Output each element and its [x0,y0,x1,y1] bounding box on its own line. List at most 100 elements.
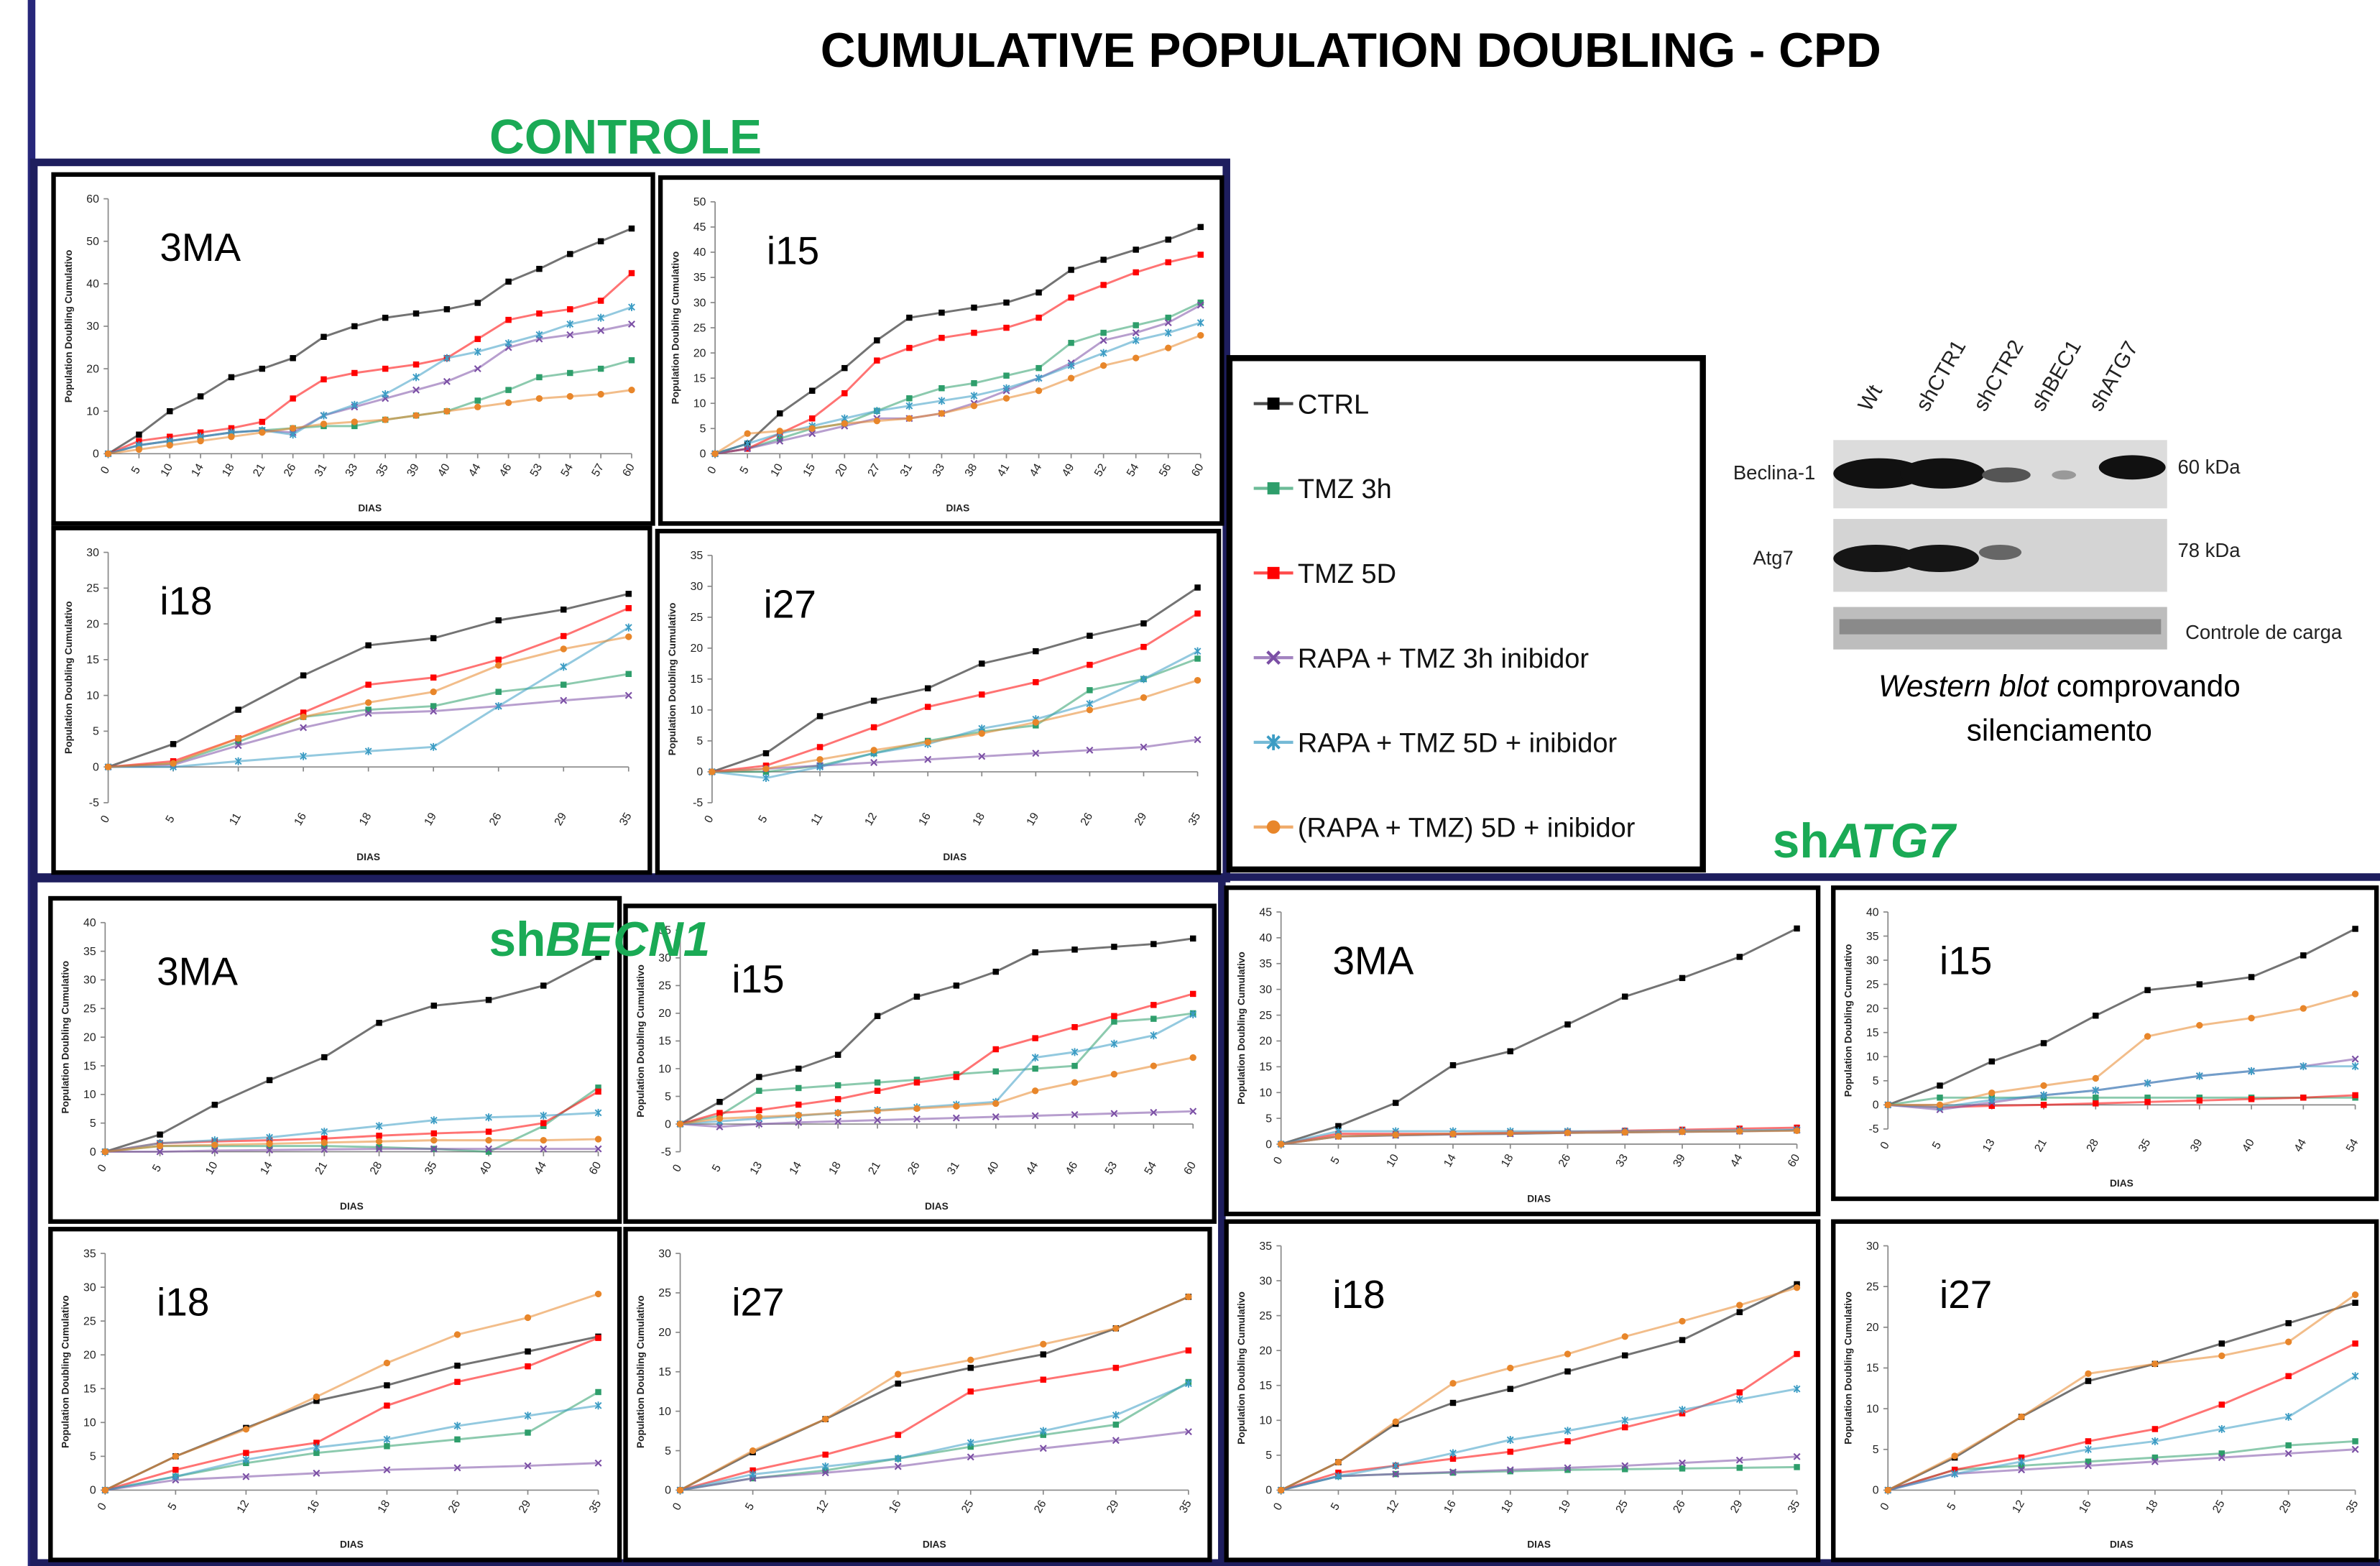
marker [525,1363,530,1369]
marker [1071,946,1077,952]
chart: 05101520253035051216181925262935Populati… [1227,1222,1818,1560]
y-tick-label: 5 [1265,1450,1272,1462]
marker [1036,290,1041,295]
marker [598,366,604,372]
marker [320,420,327,427]
marker [1679,1318,1685,1325]
y-tick-label: 30 [691,581,704,593]
marker [525,1314,531,1321]
chart-panel [626,906,1214,1222]
y-tick-label: 25 [86,583,99,595]
marker [567,393,573,400]
marker [716,1099,722,1105]
marker [290,355,295,361]
marker [1885,1102,1891,1108]
marker [454,1437,460,1442]
blot-caption: Western blot comprovando [1878,669,2241,703]
marker [505,387,511,392]
marker [993,1046,999,1052]
blot-band [1982,467,2031,482]
y-tick-label: 25 [1866,1281,1879,1293]
y-tick-label: 30 [86,321,99,333]
section-gene: ATG7 [1828,814,1958,868]
marker [2352,1092,2358,1098]
marker [756,1107,762,1113]
marker [716,1110,722,1115]
marker [595,1389,601,1395]
marker [1278,1487,1284,1493]
marker [1197,332,1204,338]
marker [536,266,542,272]
y-tick-label: 10 [1259,1415,1272,1427]
marker [430,688,437,695]
marker [384,1360,390,1366]
y-tick-label: 35 [83,1248,96,1260]
marker [167,442,173,448]
marker [1794,1464,1799,1470]
marker [914,1079,920,1085]
y-tick-label: 15 [1259,1061,1272,1074]
marker [1449,1380,1456,1386]
marker [2219,1401,2225,1407]
marker [2285,1442,2291,1448]
y-tick-label: 10 [1259,1087,1272,1100]
chart-panel [1833,1222,2376,1560]
y-tick-label: 25 [83,1315,96,1327]
marker [365,699,372,706]
marker [300,714,306,720]
marker [716,1115,723,1122]
marker [835,1051,841,1057]
marker [1032,1035,1038,1041]
y-tick-label: 5 [90,1118,96,1130]
marker [540,1120,546,1126]
y-tick-label: 30 [1259,1275,1272,1287]
blot-row-label: Atg7 [1753,546,1793,568]
marker [321,1054,327,1060]
marker [598,298,604,303]
marker [475,300,481,305]
y-tick-label: 10 [691,704,704,717]
marker [321,1139,328,1146]
marker [384,1382,389,1388]
marker [536,374,542,380]
marker [1794,1351,1799,1357]
marker [1113,1422,1119,1427]
section-label: shATG7 [1773,814,1957,868]
marker [1679,975,1685,981]
y-tick-label: 60 [86,193,99,206]
marker [1032,1066,1038,1072]
y-tick-label: 50 [86,236,99,248]
marker [1032,1087,1038,1094]
marker [835,1082,841,1088]
y-tick-label: 25 [1259,1010,1272,1022]
marker [968,1365,974,1371]
marker [968,1388,974,1394]
marker [875,1013,880,1019]
marker [1988,1090,1995,1096]
marker [1622,1353,1628,1358]
marker [525,1348,530,1354]
y-tick-label: 5 [700,423,706,436]
x-axis-title: DIAS [925,1201,949,1212]
marker [1071,1063,1077,1069]
y-tick-label: 20 [658,1008,671,1020]
y-tick-label: 0 [1873,1100,1879,1112]
y-tick-label: 15 [83,1060,96,1072]
section-prefix: sh [1773,814,1830,868]
y-tick-label: 15 [691,673,704,686]
marker [561,645,567,652]
marker [198,393,203,399]
y-tick-label: 30 [86,547,99,559]
y-tick-label: 5 [1265,1113,1272,1125]
y-axis-title: Population Doubling Cumulativo [60,961,71,1114]
marker [1113,1365,1119,1371]
blot-band [1840,619,2162,634]
chart-title: i15 [732,957,784,1001]
y-tick-label: 15 [86,654,99,666]
marker [1040,1341,1046,1348]
marker [595,1291,601,1297]
marker [709,768,715,775]
marker [595,1089,601,1095]
marker [170,741,176,747]
y-tick-label: 20 [1866,1322,1879,1334]
